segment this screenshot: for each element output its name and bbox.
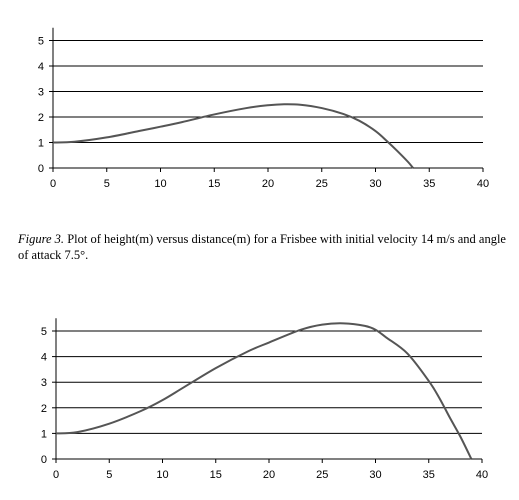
x-tick-label-0: 0 bbox=[50, 178, 56, 190]
caption-text: Plot of height(m) versus distance(m) for… bbox=[18, 232, 506, 262]
x-tick-label-0: 0 bbox=[53, 469, 59, 481]
x-tick-label-35: 35 bbox=[423, 178, 435, 190]
x-tick-label-40: 40 bbox=[477, 178, 489, 190]
y-tick-label-5: 5 bbox=[41, 326, 47, 338]
y-tick-label-0: 0 bbox=[38, 163, 44, 175]
y-tick-label-1: 1 bbox=[41, 428, 47, 440]
y-tick-label-5: 5 bbox=[38, 36, 44, 48]
x-tick-label-20: 20 bbox=[263, 469, 275, 481]
y-tick-label-4: 4 bbox=[41, 352, 47, 364]
chart-2-height-vs-distance: 0 1 2 3 4 5 0 5 10 15 20 25 30 35 40 bbox=[41, 318, 488, 481]
chart-1-height-vs-distance: 0 1 2 3 4 5 0 5 10 15 20 25 30 35 40 bbox=[38, 27, 489, 190]
caption-label: Figure 3. bbox=[18, 232, 65, 246]
x-tick-label-40: 40 bbox=[476, 469, 488, 481]
series-line-1 bbox=[52, 103, 414, 169]
x-tick-label-10: 10 bbox=[154, 178, 166, 190]
x-tick-label-25: 25 bbox=[316, 178, 328, 190]
x-tick-label-20: 20 bbox=[262, 178, 274, 190]
y-tick-label-0: 0 bbox=[41, 454, 47, 466]
x-tick-label-35: 35 bbox=[423, 469, 435, 481]
x-tick-label-25: 25 bbox=[316, 469, 328, 481]
x-tick-label-5: 5 bbox=[106, 469, 112, 481]
x-tick-label-15: 15 bbox=[208, 178, 220, 190]
y-tick-label-1: 1 bbox=[38, 138, 44, 150]
y-tick-label-2: 2 bbox=[41, 403, 47, 415]
y-tick-label-3: 3 bbox=[41, 377, 47, 389]
x-tick-label-10: 10 bbox=[156, 469, 168, 481]
x-tick-label-5: 5 bbox=[104, 178, 110, 190]
x-tick-label-30: 30 bbox=[369, 178, 381, 190]
x-tick-label-15: 15 bbox=[210, 469, 222, 481]
y-tick-label-2: 2 bbox=[38, 112, 44, 124]
x-tick-label-30: 30 bbox=[369, 469, 381, 481]
y-tick-label-3: 3 bbox=[38, 87, 44, 99]
figure-caption: Figure 3. Plot of height(m) versus dista… bbox=[18, 231, 508, 263]
series-line-1 bbox=[55, 322, 473, 460]
y-tick-label-4: 4 bbox=[38, 61, 44, 73]
